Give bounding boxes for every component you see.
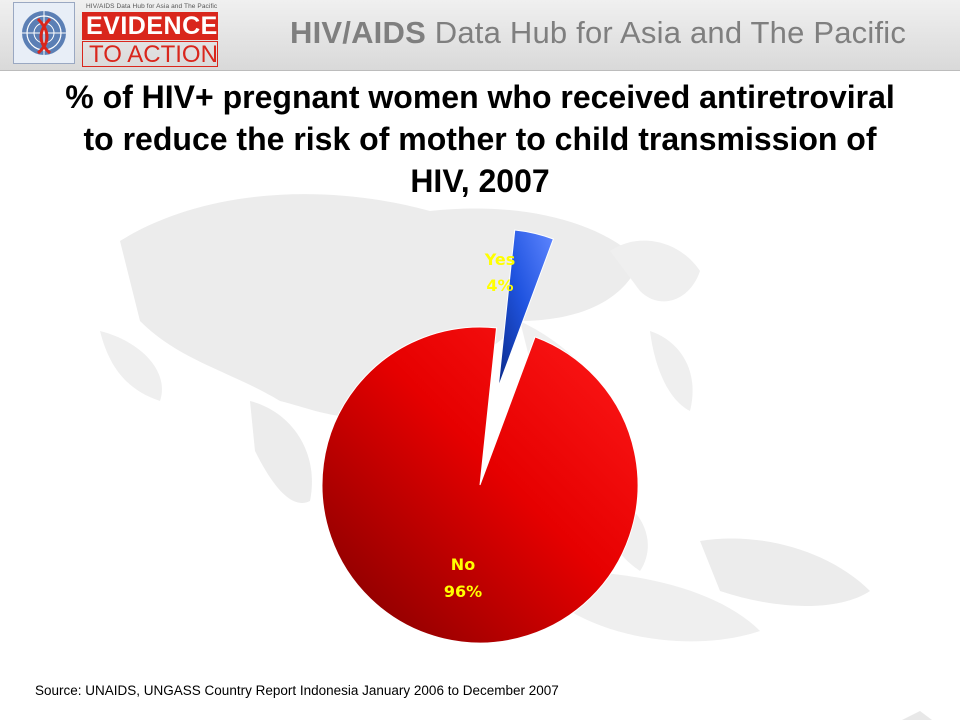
- banner-title: HIV/AIDS Data Hub for Asia and The Pacif…: [290, 15, 906, 51]
- banner-title-rest: Data Hub for Asia and The Pacific: [425, 15, 907, 50]
- pie-slice-yes: [497, 229, 554, 388]
- banner-title-bold: HIV/AIDS: [290, 15, 426, 50]
- logo-line-evidence: EVIDENCE: [82, 12, 218, 40]
- logo-subtitle: HIV/AIDS Data Hub for Asia and The Pacif…: [86, 3, 218, 10]
- chart-title: % of HIV+ pregnant women who received an…: [65, 79, 895, 199]
- pie-value-yes: 4%: [486, 276, 513, 295]
- header-banner: HIV/AIDS Data Hub for Asia and The Pacif…: [0, 0, 960, 71]
- logo-line-to-action: TO ACTION: [82, 41, 218, 68]
- pie-label-no: No: [451, 555, 475, 574]
- pie-label-yes: Yes: [484, 250, 516, 269]
- un-emblem-icon: [13, 2, 75, 64]
- source-note: Source: UNAIDS, UNGASS Country Report In…: [35, 683, 559, 698]
- pie-slice-no: [321, 326, 639, 644]
- evidence-to-action-logo: HIV/AIDS Data Hub for Asia and The Pacif…: [80, 2, 224, 68]
- pie-value-no: 96%: [444, 582, 482, 601]
